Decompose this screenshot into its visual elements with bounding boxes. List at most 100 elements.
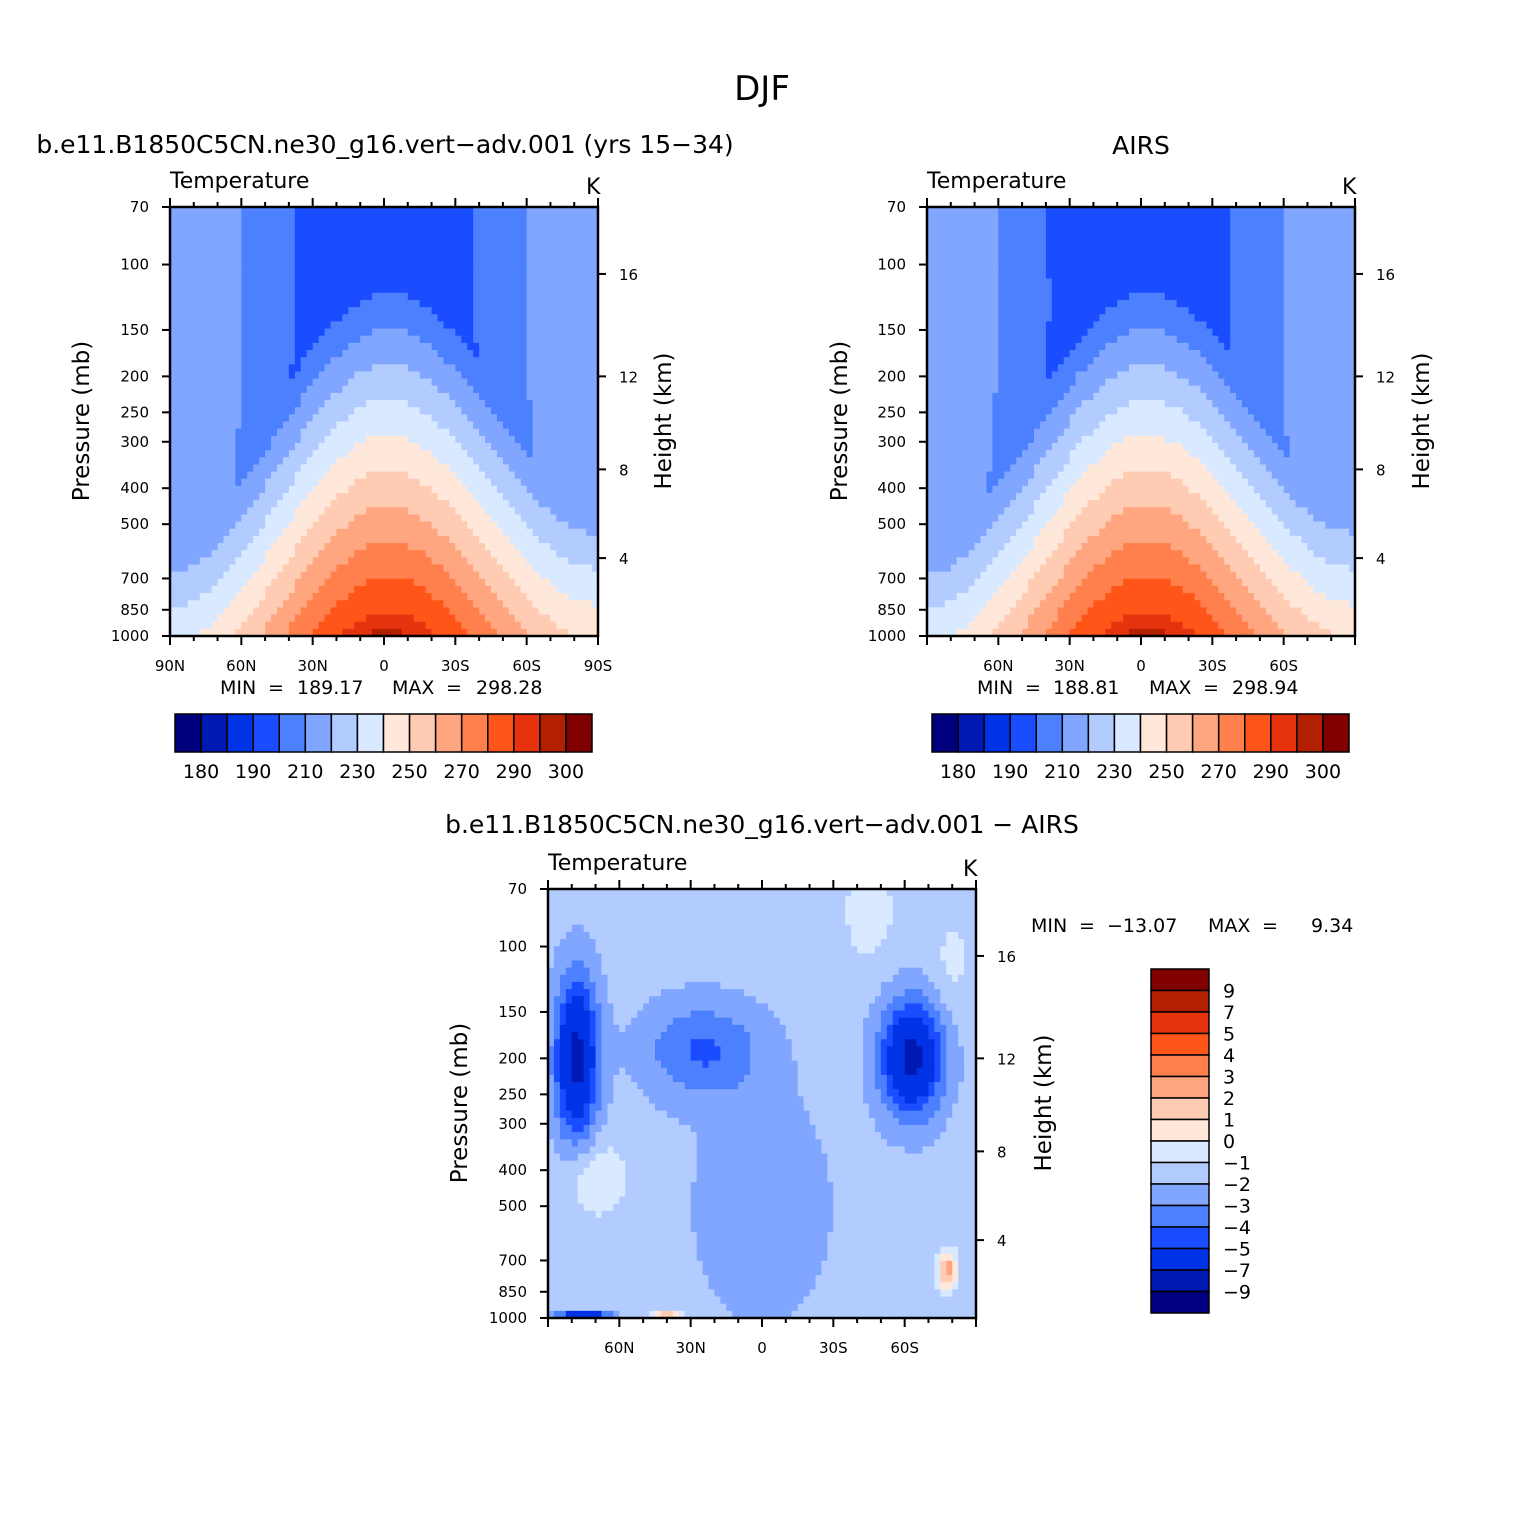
model-contour-cell	[300, 464, 332, 473]
diff-contour-cell	[601, 1046, 656, 1055]
diff-contour-cell	[797, 1082, 864, 1090]
diff-colorbar-label: −7	[1223, 1260, 1251, 1282]
obs-contour-cell	[1283, 593, 1326, 601]
obs-contour-cell	[1218, 371, 1285, 380]
obs-contour-cell	[1063, 493, 1100, 501]
diff-contour-cell	[696, 1153, 828, 1162]
diff-contour-cell	[958, 931, 977, 940]
obs-contour-cell	[1206, 357, 1285, 365]
obs-x-tick-label: 30N	[1055, 657, 1085, 675]
model-contour-cell	[532, 450, 599, 458]
diff-contour-cell	[690, 1217, 834, 1226]
diff-contour-cell	[964, 939, 977, 947]
obs-contour-cell	[1051, 621, 1077, 630]
model-max-value: 298.28	[476, 677, 542, 699]
obs-contour-cell	[1212, 543, 1243, 551]
obs-contour-cell	[1045, 371, 1053, 380]
model-contour-cell	[336, 421, 439, 430]
model-contour-cell	[449, 464, 480, 473]
diff-contour-cell	[940, 996, 977, 1004]
obs-contour-cell	[1224, 450, 1255, 458]
model-contour-cell	[312, 593, 349, 601]
model-contour-cell	[532, 600, 593, 608]
diff-contour-cell	[559, 1117, 567, 1126]
diff-y-tick-label: 150	[498, 1003, 527, 1021]
model-contour-cell	[366, 543, 409, 551]
diff-contour-cell	[601, 1310, 614, 1319]
obs-contour-cell	[1105, 307, 1190, 315]
diff-contour-cell	[607, 1146, 614, 1155]
diff-contour-cell	[934, 1260, 941, 1269]
diff-contour-cell	[880, 989, 906, 997]
diff-height-tick-label: 4	[997, 1232, 1007, 1250]
model-contour-cell	[526, 307, 599, 315]
diff-contour-cell	[750, 1032, 787, 1040]
diff-contour-cell	[934, 1053, 941, 1062]
diff-contour-cell	[571, 1139, 579, 1147]
obs-contour-cell	[1099, 314, 1196, 322]
model-contour-cell	[241, 385, 308, 394]
diff-contour-cell	[595, 1153, 620, 1162]
diff-colorbar-swatch	[1150, 1032, 1210, 1056]
obs-contour-cell	[998, 514, 1029, 523]
obs-y-tick-label: 100	[877, 256, 906, 274]
diff-contour-cell	[952, 1110, 977, 1119]
obs-contour-cell	[1063, 500, 1089, 508]
diff-contour-cell	[548, 889, 852, 897]
model-contour-cell	[265, 550, 296, 558]
obs-contour-cell	[927, 278, 999, 287]
obs-contour-cell	[1230, 335, 1285, 344]
model-contour-cell	[532, 442, 599, 451]
diff-contour-cell	[625, 1175, 698, 1183]
model-contour-cell	[514, 543, 552, 551]
diff-contour-cell	[892, 1032, 930, 1040]
model-contour-cell	[211, 621, 242, 630]
diff-contour-cell	[886, 1060, 906, 1069]
obs-y-tick-label: 500	[877, 515, 906, 533]
model-contour-cell	[300, 607, 332, 616]
diff-contour-cell	[548, 896, 846, 904]
diff-contour-cell	[714, 1039, 751, 1047]
obs-contour-cell	[1307, 543, 1356, 551]
obs-contour-cell	[1051, 550, 1077, 558]
obs-contour-cell	[1200, 350, 1285, 358]
diff-contour-cell	[649, 1310, 656, 1319]
diff-contour-cell	[928, 1082, 935, 1090]
diff-contour-cell	[898, 1117, 930, 1126]
diff-contour-cell	[922, 967, 947, 976]
diff-contour-cell	[827, 1167, 977, 1176]
model-contour-cell	[508, 535, 540, 544]
obs-colorbar-swatch	[1296, 713, 1324, 753]
obs-contour-cell	[956, 593, 993, 601]
diff-contour-cell	[958, 1082, 977, 1090]
obs-contour-cell	[1283, 307, 1356, 315]
obs-contour-cell	[1057, 471, 1083, 480]
model-contour-cell	[294, 285, 474, 294]
diff-colorbar-swatch	[1150, 1226, 1210, 1250]
obs-contour-cell	[1230, 257, 1285, 265]
model-contour-cell	[324, 400, 367, 408]
obs-contour-cell	[1224, 593, 1255, 601]
obs-contour-cell	[992, 450, 1023, 458]
obs-contour-cell	[1099, 457, 1202, 465]
model-contour-cell	[336, 493, 439, 501]
model-contour-cell	[461, 585, 492, 594]
obs-contour-cell	[1081, 335, 1118, 344]
model-x-tick-label: 90N	[155, 657, 185, 675]
diff-contour-cell	[886, 1139, 935, 1147]
diff-colorbar-label: −5	[1223, 1239, 1251, 1261]
obs-contour-cell	[1087, 464, 1207, 473]
model-contour-cell	[241, 299, 296, 308]
obs-contour-cell	[992, 557, 1023, 566]
diff-contour-cell	[559, 1024, 591, 1033]
diff-contour-cell	[702, 1060, 710, 1069]
diff-contour-cell	[577, 1139, 597, 1147]
diff-colorbar-swatch	[1150, 1054, 1210, 1078]
obs-contour-cell	[992, 521, 1023, 530]
diff-contour-cell	[548, 1010, 555, 1019]
obs-contour-cell	[1045, 350, 1071, 358]
obs-colorbar-swatch	[1035, 713, 1064, 753]
obs-contour-cell	[1051, 278, 1231, 287]
diff-contour-cell	[655, 1046, 692, 1055]
obs-contour-cell	[1248, 442, 1279, 451]
